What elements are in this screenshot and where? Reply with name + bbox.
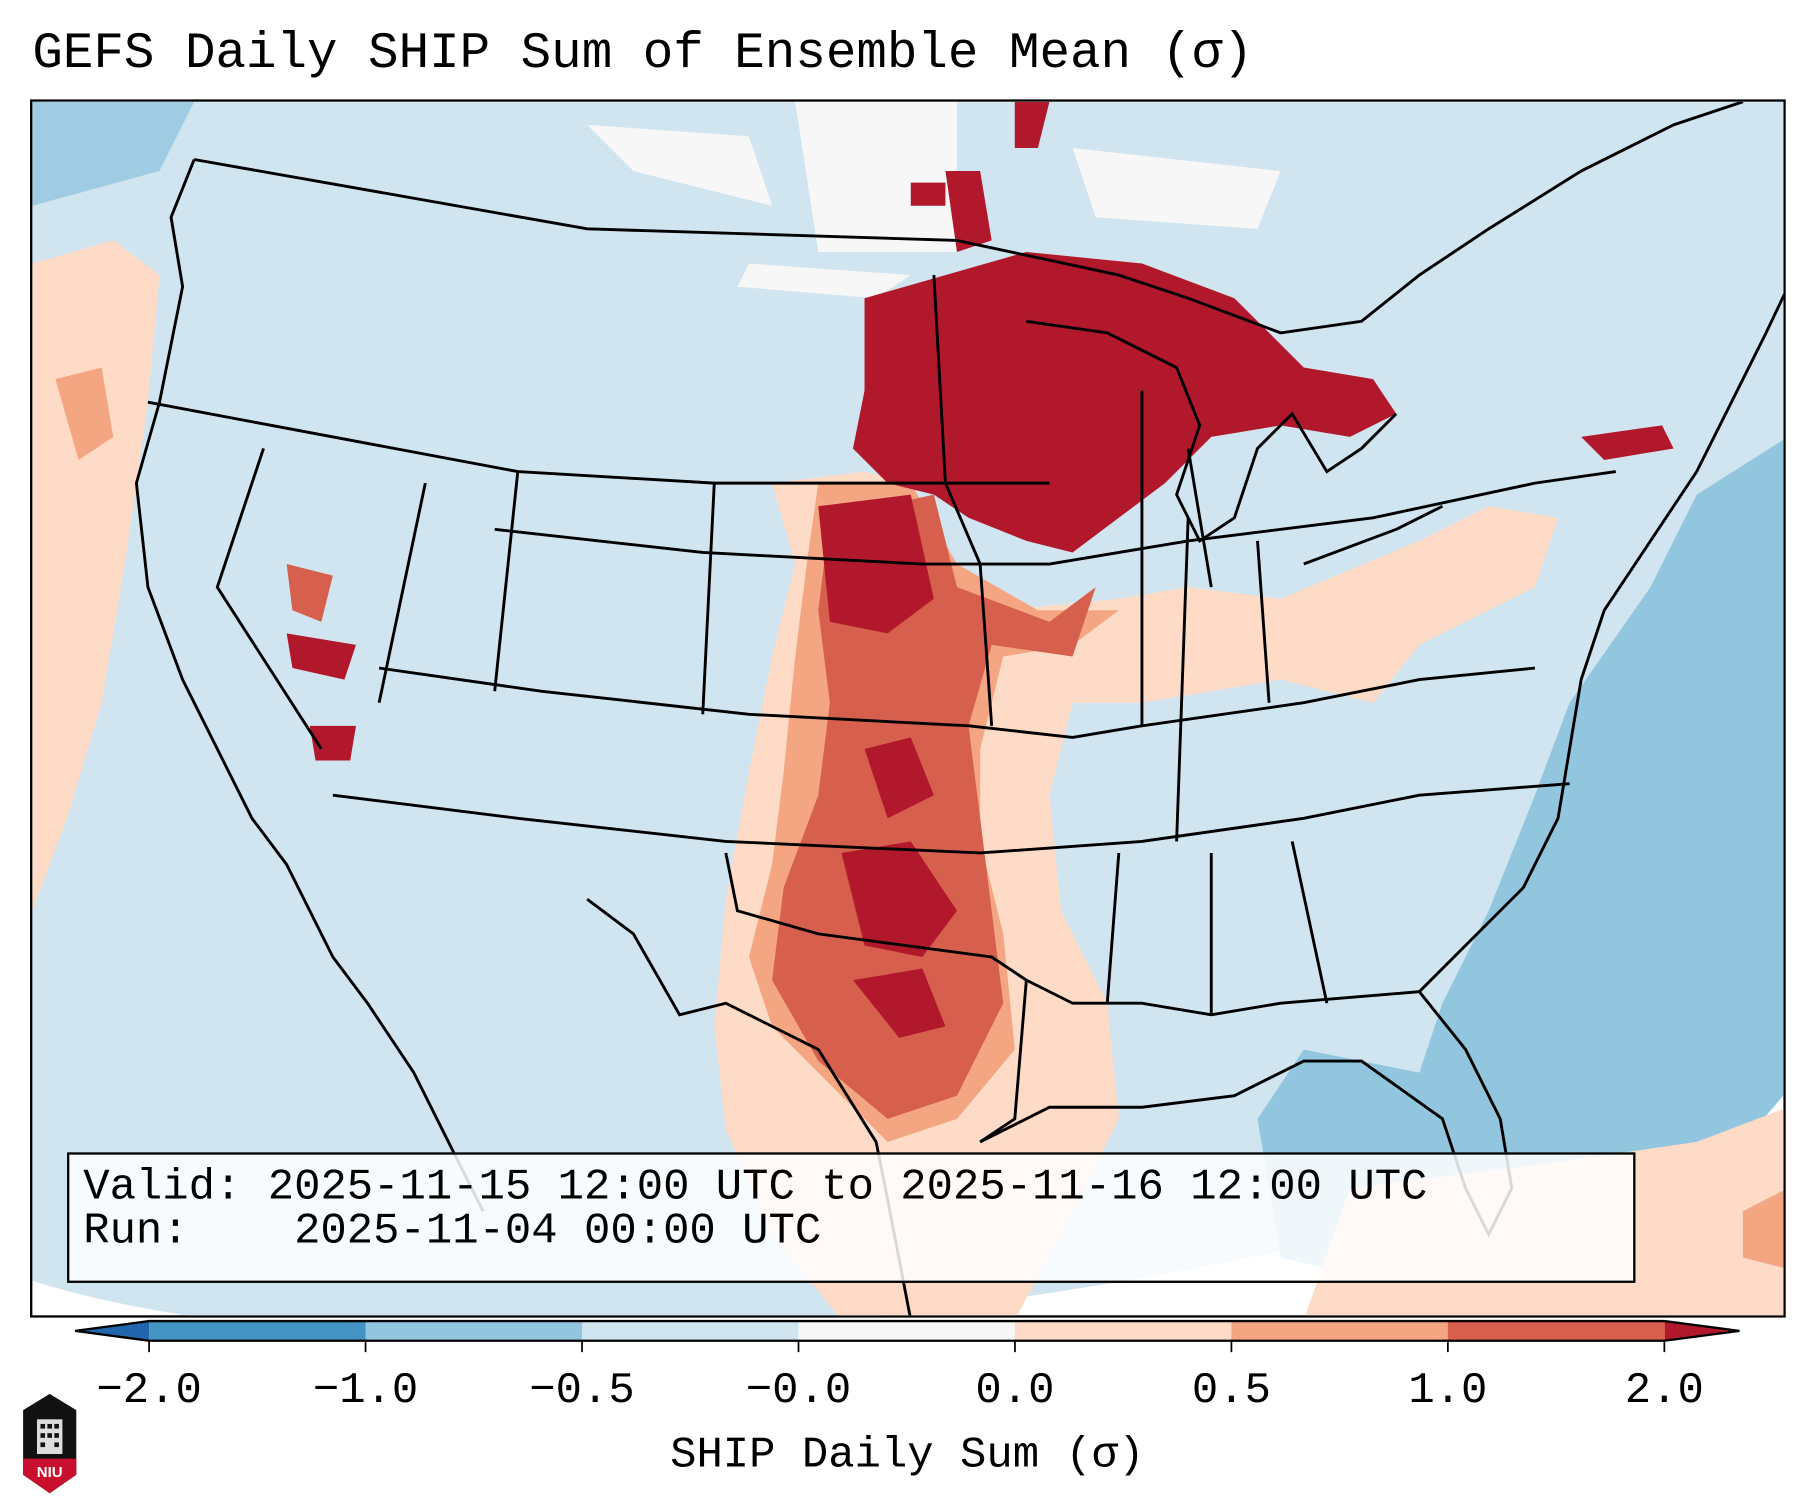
- map-title: GEFS Daily SHIP Sum of Ensemble Mean (σ): [32, 25, 1254, 84]
- map-panel: [30, 99, 1786, 1318]
- run-time: 2025-11-04 00:00 UTC: [294, 1206, 822, 1257]
- logo-text: NIU: [37, 1464, 63, 1481]
- plains-max: [818, 494, 958, 1038]
- colorbar-label: SHIP Daily Sum (σ): [670, 1430, 1145, 1481]
- colorbar-segment: [582, 1321, 800, 1341]
- colorbar-tick-label: −0.0: [745, 1366, 852, 1416]
- pacific-blue-area: [32, 101, 195, 206]
- colorbar-tick-label: −0.5: [529, 1366, 635, 1416]
- colorbar-over-extension: [1664, 1321, 1740, 1341]
- niu-logo: NIU: [23, 1393, 77, 1494]
- colorbar-segment: [1014, 1321, 1233, 1341]
- colorbar-segment: [365, 1321, 583, 1341]
- valid-label: Valid:: [83, 1162, 242, 1213]
- colorbar-tick-label: 0.0: [975, 1366, 1055, 1416]
- anomaly-map: [32, 101, 1784, 1316]
- validity-info-box: Valid: 2025-11-15 12:00 UTC to 2025-11-1…: [67, 1152, 1636, 1283]
- colorbar-segment: [1231, 1321, 1449, 1341]
- colorbar-tick-label: 0.5: [1191, 1366, 1271, 1416]
- colorbar: [74, 1319, 1740, 1353]
- valid-time: 2025-11-15 12:00 UTC to 2025-11-16 12:00…: [267, 1162, 1428, 1213]
- colorbar-tick-label: 2.0: [1624, 1366, 1704, 1416]
- colorbar-segment: [149, 1321, 367, 1341]
- northeast-max: [1581, 425, 1674, 461]
- nevada-moderate: [286, 564, 333, 622]
- colorbar-outline: [74, 1319, 1740, 1342]
- state-borders: [134, 101, 1784, 1316]
- colorbar-tick-label: −1.0: [312, 1366, 419, 1416]
- upper-midwest-max: [852, 251, 1397, 553]
- colorbar-under-extension: [75, 1321, 150, 1341]
- colorbar-tick-label: 1.0: [1408, 1366, 1488, 1416]
- caribbean-moderate: [1742, 1190, 1784, 1268]
- run-label: Run:: [83, 1206, 189, 1257]
- colorbar-segment: [798, 1321, 1016, 1341]
- central-strong: [772, 494, 1096, 1119]
- colorbar-tick-label: −2.0: [96, 1366, 202, 1416]
- colorbar-segment: [1447, 1321, 1665, 1341]
- atlantic-blue-area: [1257, 439, 1784, 1304]
- nevada-max: [286, 633, 356, 761]
- west-positive-2: [55, 367, 114, 461]
